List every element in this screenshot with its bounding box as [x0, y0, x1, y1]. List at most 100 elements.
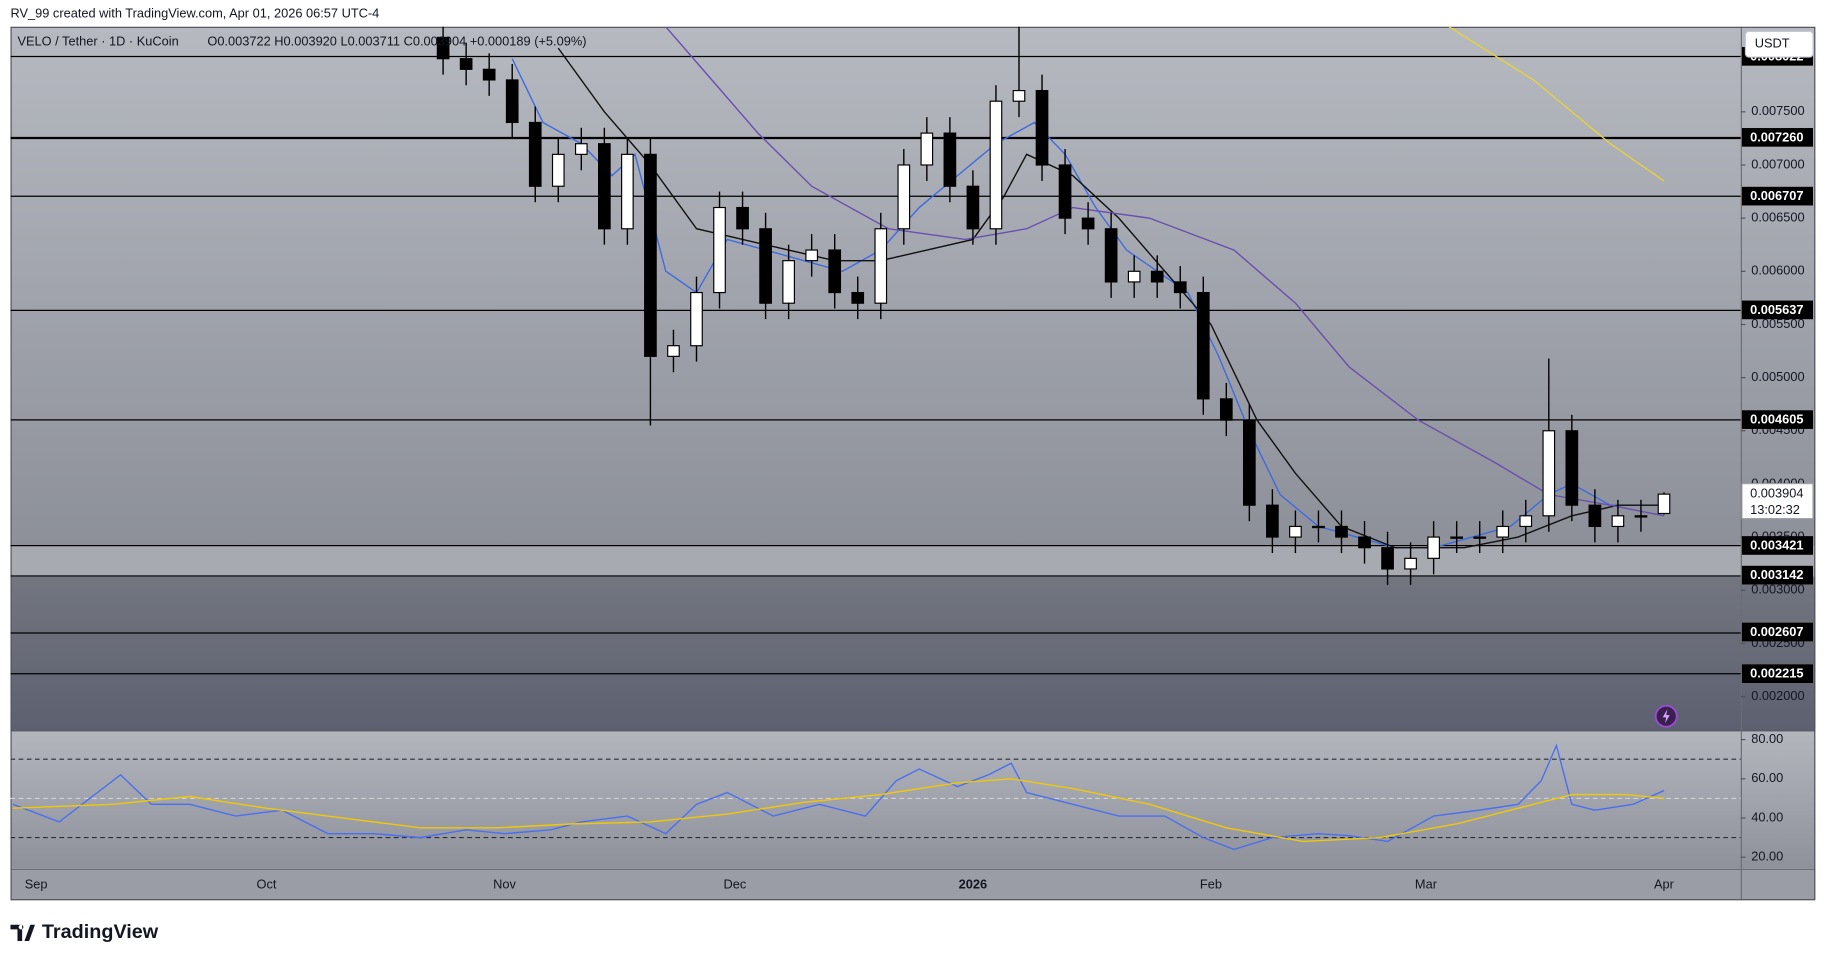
y-tick-label: 0.006000 — [1751, 263, 1804, 278]
candle-body — [644, 153, 657, 357]
candle-body — [482, 68, 496, 81]
level-label-box — [1741, 536, 1814, 555]
candle-body — [690, 291, 703, 347]
moving-average — [1448, 26, 1665, 182]
candle-body — [598, 143, 611, 230]
candle-body — [1565, 430, 1579, 506]
candle-body — [1611, 515, 1625, 528]
candle-body — [1496, 525, 1510, 538]
rsi-line — [12, 743, 1665, 851]
candle-body — [505, 79, 519, 124]
level-label: 0.003421 — [1750, 537, 1803, 552]
candle-body — [551, 153, 565, 187]
candle-body — [1289, 525, 1302, 538]
candle-body — [1335, 525, 1348, 538]
y-tick-label: 0.006500 — [1751, 210, 1804, 225]
y-tick-label: 0.005000 — [1751, 369, 1804, 384]
level-label: 0.003142 — [1750, 567, 1803, 582]
candle-body — [1150, 270, 1164, 283]
level-label: 0.005637 — [1750, 302, 1803, 317]
x-tick-label: Sep — [25, 877, 48, 892]
candle-body — [943, 132, 957, 187]
countdown-label: 13:02:32 — [1750, 502, 1800, 517]
last-price-label: 0.003904 — [1750, 486, 1803, 501]
y-tick-label: 20.00 — [1751, 849, 1783, 864]
zone-lower — [10, 576, 1816, 731]
candle-body — [1542, 430, 1556, 517]
last-price-box — [1741, 483, 1814, 520]
x-tick-label: Mar — [1415, 877, 1438, 892]
x-tick-label: Oct — [257, 877, 277, 892]
time-axis-background — [10, 868, 1816, 901]
candle-body — [1427, 536, 1440, 559]
candle-body — [1058, 164, 1072, 219]
candle-body — [621, 153, 634, 230]
level-label: 0.006707 — [1750, 188, 1803, 203]
y-tick-label: 0.007000 — [1751, 156, 1804, 171]
candle-body — [759, 228, 772, 304]
candle-body — [667, 345, 680, 357]
logo-mark — [10, 924, 35, 942]
rsi-background — [10, 731, 1816, 869]
candle-body — [1634, 515, 1648, 518]
candle-body — [1035, 89, 1049, 166]
candle-body — [1081, 217, 1095, 230]
candle-body — [1657, 493, 1671, 515]
level-label: 0.002607 — [1750, 624, 1803, 639]
alert-icon-bolt — [1662, 709, 1670, 724]
candle-body — [1127, 270, 1141, 283]
level-label-box — [1741, 128, 1814, 147]
level-label-box — [1741, 664, 1814, 683]
rsi-line — [13, 778, 1665, 843]
y-tick-label: 40.00 — [1751, 809, 1783, 824]
candle-body — [897, 164, 911, 230]
level-label-box — [1741, 300, 1814, 320]
candle-body — [1519, 515, 1533, 528]
level-label-box — [1741, 622, 1814, 642]
candle-body — [459, 58, 473, 70]
candle-body — [713, 206, 726, 294]
credit: RV_99 created with TradingView.com, Apr … — [10, 5, 379, 20]
y-tick-label: 80.00 — [1751, 731, 1783, 746]
candle-body — [851, 291, 865, 304]
candle-body — [736, 206, 749, 230]
logo-text: TradingView — [42, 921, 159, 943]
logo: TradingView — [10, 921, 159, 943]
currency-button[interactable] — [1744, 30, 1814, 58]
candle-body — [989, 100, 1003, 230]
candle-body — [1219, 398, 1233, 421]
candle-body — [828, 249, 842, 294]
candle-body — [1450, 536, 1464, 539]
axes: 0.007500 0.007000 0.006500 0.006000 0.005500… — [25, 47, 1814, 892]
symbol-title: VELO / Tether · 1D · KuCoin — [17, 33, 178, 48]
candle-body — [920, 132, 934, 166]
candle-body — [1404, 557, 1417, 570]
currency-button-label[interactable]: USDT — [1755, 36, 1790, 51]
y-tick-label: 60.00 — [1751, 770, 1783, 785]
x-tick-label: Apr — [1654, 877, 1675, 892]
candle-body — [1588, 504, 1602, 528]
candle-body — [436, 36, 450, 60]
candle-body — [1266, 504, 1279, 538]
candle-body — [1381, 547, 1394, 570]
candle-body — [1243, 419, 1256, 506]
candle-body — [1012, 89, 1026, 102]
y-tick-label: 0.002000 — [1751, 688, 1804, 703]
candle-body — [1312, 525, 1325, 529]
candle-body — [1173, 281, 1187, 294]
level-label-box — [1741, 410, 1814, 429]
candle-body — [874, 228, 888, 304]
level-label: 0.004605 — [1750, 412, 1803, 427]
x-tick-label: 2026 — [959, 877, 987, 892]
candle-body — [1473, 536, 1487, 539]
ohlc-readout: O0.003722 H0.003920 L0.003711 C0.003904 … — [207, 33, 586, 48]
price-pane — [10, 26, 1741, 675]
y-tick-label: 0.007500 — [1751, 103, 1804, 118]
frame — [10, 26, 1816, 901]
candle-body — [966, 185, 980, 230]
level-label: 0.002215 — [1750, 666, 1803, 681]
x-tick-label: Feb — [1200, 877, 1222, 892]
